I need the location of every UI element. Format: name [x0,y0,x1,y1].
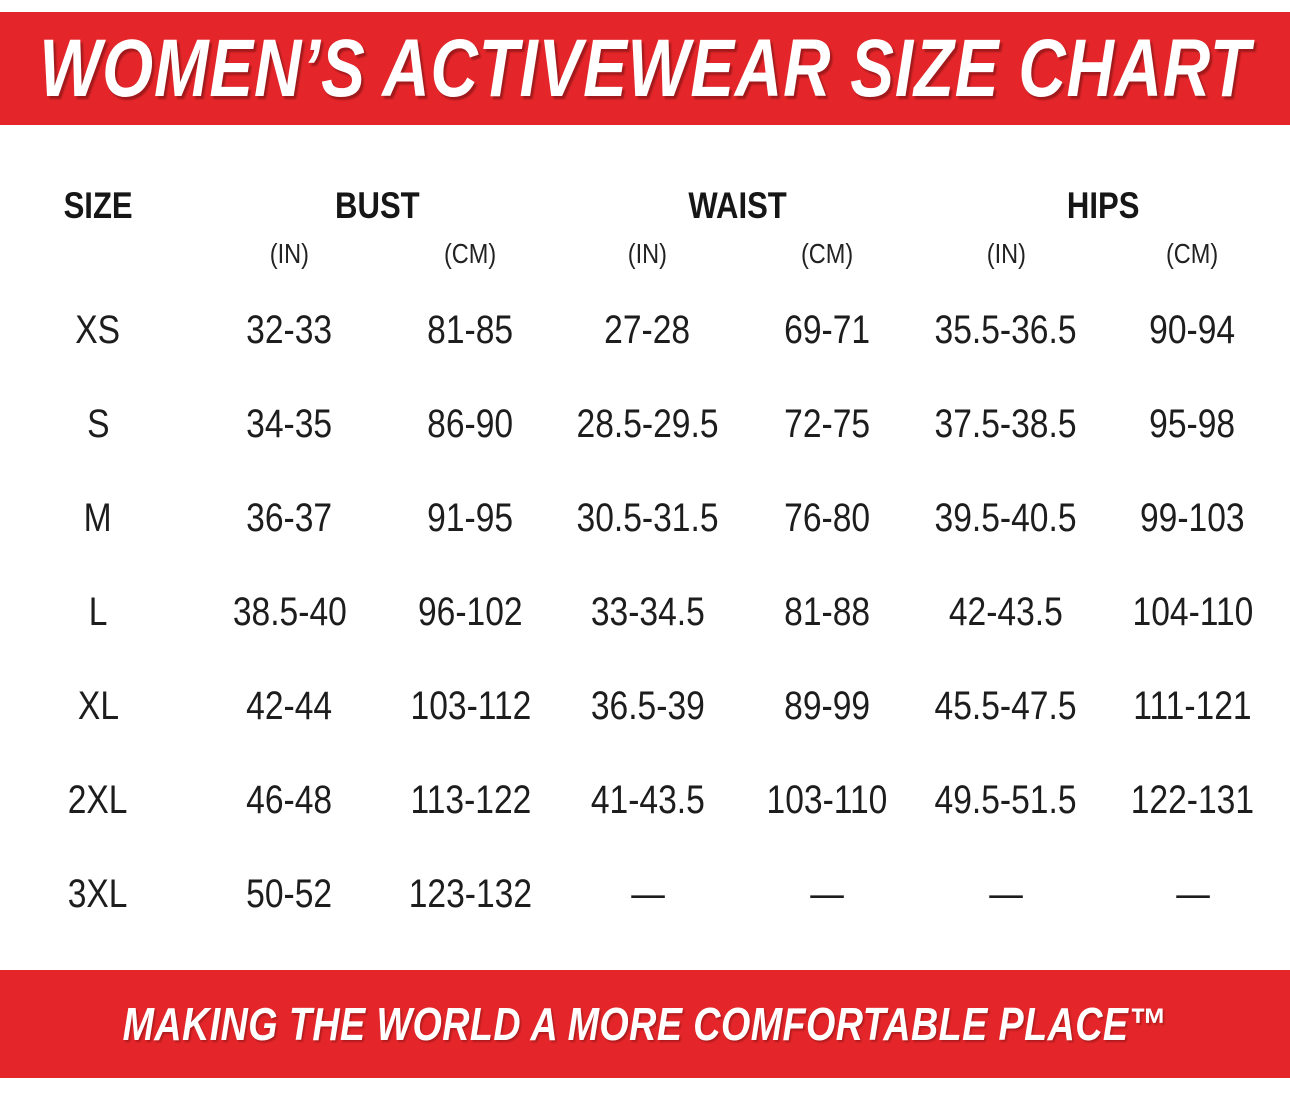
waist-in-value: 28.5-29.5 [576,401,719,446]
hips-cm-value: 111-121 [1133,683,1252,728]
waist-in-value: — [630,871,665,916]
table-row-m: M 36-37 91-95 30.5-31.5 76-80 39.5-40.5 … [0,471,1290,565]
hips-cm-value: 95-98 [1149,401,1236,446]
bust-in-value: 36-37 [246,495,333,540]
column-header-hips: HIPS [1067,185,1140,226]
bust-in-value: 46-48 [246,777,333,822]
waist-cm-value: — [810,871,844,916]
column-header-waist: WAIST [688,185,787,226]
bust-cm-value: 123-132 [408,871,533,916]
bust-cm-value: 91-95 [427,495,514,540]
waist-cm-value: 76-80 [784,495,870,540]
hips-cm-value: 90-94 [1149,307,1236,352]
bust-cm-value: 81-85 [427,307,514,352]
hips-in-value: 39.5-40.5 [935,495,1077,540]
size-label: 3XL [68,871,128,916]
waist-in-value: 36.5-39 [590,683,705,728]
bust-in-value: 50-52 [246,871,333,916]
column-header-size: SIZE [63,185,133,226]
top-banner: WOMEN’S ACTIVEWEAR SIZE CHART [0,12,1290,125]
waist-cm-value: 81-88 [784,589,870,634]
size-label: XL [77,683,119,728]
table-row-2xl: 2XL 46-48 113-122 41-43.5 103-110 49.5-5… [0,753,1290,847]
size-label: M [83,495,112,540]
size-label: S [86,401,110,446]
hips-in-value: — [989,871,1023,916]
hips-cm-value: 99-103 [1140,495,1245,540]
table-row-3xl: 3XL 50-52 123-132 — — — — [0,847,1290,941]
hips-in-value: 37.5-38.5 [935,401,1077,446]
bust-in-value: 32-33 [246,307,333,352]
unit-header-bust-cm: (CM) [444,238,497,269]
unit-header-waist-cm: (CM) [800,238,854,269]
hips-cm-value: — [1175,871,1210,916]
page-title: WOMEN’S ACTIVEWEAR SIZE CHART [39,22,1251,114]
size-label: XS [75,307,121,352]
waist-in-value: 33-34.5 [590,589,705,634]
hips-cm-value: 104-110 [1132,589,1253,634]
waist-in-value: 30.5-31.5 [576,495,719,540]
bust-in-value: 42-44 [246,683,333,728]
bust-cm-value: 96-102 [418,589,523,634]
column-header-bust: BUST [334,185,420,226]
bust-cm-value: 86-90 [427,401,514,446]
table-row-l: L 38.5-40 96-102 33-34.5 81-88 42-43.5 1… [0,565,1290,659]
table-row-xs: XS 32-33 81-85 27-28 69-71 35.5-36.5 90-… [0,283,1290,377]
unit-header-waist-in: (IN) [627,238,668,269]
waist-in-value: 27-28 [604,307,691,352]
waist-cm-value: 103-110 [766,777,888,822]
table-row-s: S 34-35 86-90 28.5-29.5 72-75 37.5-38.5 … [0,377,1290,471]
table-body: XS 32-33 81-85 27-28 69-71 35.5-36.5 90-… [0,283,1290,941]
hips-in-value: 49.5-51.5 [935,777,1077,822]
waist-cm-value: 89-99 [784,683,870,728]
hips-in-value: 35.5-36.5 [935,307,1077,352]
bust-in-value: 34-35 [246,401,333,446]
waist-cm-value: 69-71 [784,307,870,352]
bust-in-value: 38.5-40 [232,589,347,634]
bust-cm-value: 113-122 [410,777,531,822]
unit-header-hips-cm: (CM) [1166,238,1219,269]
hips-in-value: 42-43.5 [949,589,1063,634]
size-label: 2XL [68,777,128,822]
waist-cm-value: 72-75 [784,401,870,446]
tagline: MAKING THE WORLD A MORE COMFORTABLE PLAC… [123,998,1167,1050]
hips-cm-value: 122-131 [1130,777,1255,822]
size-label: L [88,589,108,634]
unit-header-hips-in: (IN) [986,238,1026,269]
table-header: SIZE BUST WAIST HIPS (IN) (CM) (IN) (CM)… [0,180,1290,276]
bottom-banner: MAKING THE WORLD A MORE COMFORTABLE PLAC… [0,970,1290,1078]
bust-cm-value: 103-112 [410,683,531,728]
waist-in-value: 41-43.5 [590,777,705,822]
hips-in-value: 45.5-47.5 [935,683,1077,728]
table-row-xl: XL 42-44 103-112 36.5-39 89-99 45.5-47.5… [0,659,1290,753]
unit-header-bust-in: (IN) [269,238,310,269]
